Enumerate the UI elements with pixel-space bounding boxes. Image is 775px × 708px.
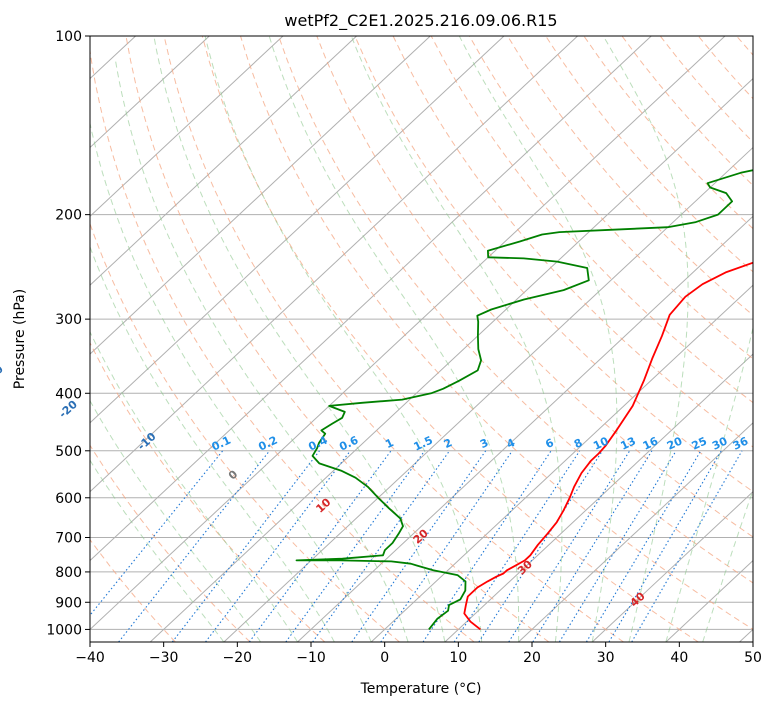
y-tick-label: 100 xyxy=(55,29,82,45)
x-tick-label: −10 xyxy=(296,650,326,666)
x-tick-label: 10 xyxy=(449,650,467,666)
x-tick-label: −20 xyxy=(223,650,253,666)
y-tick-label: 800 xyxy=(55,565,82,581)
y-tick-label: 500 xyxy=(55,444,82,460)
y-tick-label: 200 xyxy=(55,208,82,224)
y-tick-label: 400 xyxy=(55,386,82,402)
y-tick-label: 900 xyxy=(55,595,82,611)
y-tick-label: 600 xyxy=(55,491,82,507)
x-tick-label: 40 xyxy=(670,650,688,666)
x-tick-label: 50 xyxy=(744,650,762,666)
x-tick-label: −30 xyxy=(149,650,179,666)
y-axis-label: Pressure (hPa) xyxy=(12,289,28,389)
x-tick-label: 20 xyxy=(523,650,541,666)
x-tick-label: 30 xyxy=(597,650,615,666)
x-axis-label: Temperature (°C) xyxy=(360,681,482,697)
x-tick-label: −40 xyxy=(75,650,105,666)
y-tick-label: 1000 xyxy=(46,622,82,638)
y-tick-label: 700 xyxy=(55,531,82,547)
chart-title: wetPf2_C2E1.2025.216.09.06.R15 xyxy=(284,11,557,31)
y-tick-label: 300 xyxy=(55,312,82,328)
x-tick-label: 0 xyxy=(380,650,389,666)
